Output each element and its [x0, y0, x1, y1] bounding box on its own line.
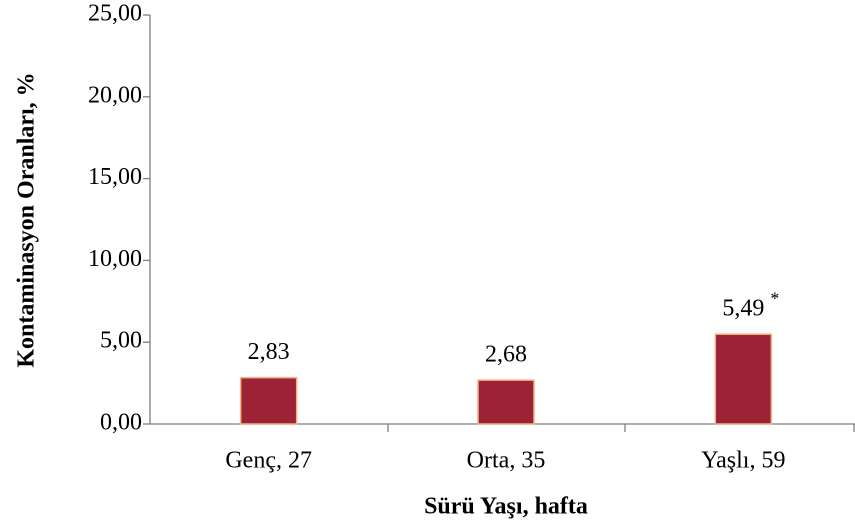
x-tick-label: Orta, 35 [467, 448, 546, 474]
bar [239, 376, 298, 425]
x-tick-label: Yaşlı, 59 [701, 448, 785, 474]
annotation: * [770, 288, 779, 308]
y-tick-label: 0,00 [100, 410, 142, 436]
y-tick-label: 25,00 [88, 1, 142, 27]
data-label: 5,49 [722, 296, 764, 322]
x-tick-label: Genç, 27 [225, 448, 312, 474]
y-tick-label: 15,00 [88, 164, 142, 190]
y-tick-label: 5,00 [100, 328, 142, 354]
data-label: 2,68 [485, 342, 527, 368]
data-label: 2,83 [248, 339, 290, 365]
y-tick-label: 10,00 [88, 246, 142, 272]
x-axis-title: Sürü Yaşı, hafta [424, 494, 588, 520]
bar [714, 333, 773, 425]
bar [477, 379, 535, 425]
y-tick-label: 20,00 [88, 82, 142, 108]
y-axis-title: Kontaminasyon Oranları, % [14, 72, 40, 367]
